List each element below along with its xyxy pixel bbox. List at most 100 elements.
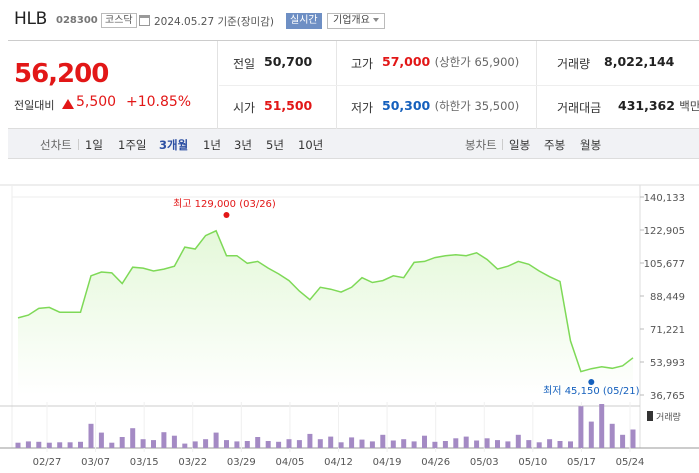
volume-label: 거래량 — [557, 57, 591, 71]
volume-bar — [557, 441, 563, 448]
x-tick-label: 03/22 — [178, 457, 207, 468]
x-tick-label: 05/03 — [470, 457, 499, 468]
chevron-down-icon — [372, 18, 379, 22]
lower-limit: (하한가 35,500) — [434, 99, 520, 113]
candle-chart-label: 봉차트 — [465, 138, 497, 152]
y-tick-label: 36,765 — [650, 391, 685, 402]
price-chart: 140,133 122,905 105,677 88,449 71,221 53,993 3… — [0, 184, 699, 468]
volume-bar — [255, 437, 261, 448]
x-tick-label: 04/19 — [373, 457, 402, 468]
tab-3m[interactable]: 3개월 — [159, 138, 189, 152]
volume-bar — [505, 441, 511, 448]
volume-bar — [484, 438, 490, 448]
volume-bar — [36, 441, 42, 448]
volume-bar — [380, 434, 386, 448]
tab-1y[interactable]: 1년 — [203, 138, 221, 152]
volume-bar — [317, 439, 323, 448]
high-value: 57,000 — [382, 54, 431, 69]
volume-bar — [411, 441, 417, 448]
volume-bar — [599, 404, 605, 448]
stock-name: HLB — [14, 9, 48, 29]
change-amount: 5,500 — [76, 94, 117, 110]
volume-bar — [307, 433, 313, 448]
divider — [219, 85, 699, 86]
market-badge: 코스닥 — [101, 13, 137, 28]
y-tick-label: 122,905 — [644, 226, 685, 237]
volume-bar — [495, 440, 500, 448]
volume-bar — [109, 442, 115, 448]
volume-bar — [588, 421, 594, 448]
volume-bar — [130, 428, 136, 448]
volume-bar — [359, 439, 365, 448]
realtime-button[interactable]: 실시간 — [286, 13, 322, 29]
volume-bar — [338, 442, 344, 448]
quote-date: 2024.05.27 기준(장미감) — [154, 16, 274, 28]
volume-bar — [98, 432, 104, 448]
tab-10y[interactable]: 10년 — [298, 138, 324, 152]
volume-bar — [46, 442, 52, 448]
volume-bar — [349, 437, 355, 448]
tab-weekly[interactable]: 주봉 — [544, 138, 566, 152]
company-info-label: 기업개요 — [333, 15, 370, 26]
volume-bar — [192, 441, 198, 448]
tab-monthly[interactable]: 월봉 — [580, 138, 602, 152]
x-tick-label: 03/07 — [81, 457, 110, 468]
volume-bar — [463, 436, 469, 448]
open-label: 시가 — [233, 101, 256, 115]
volume-bar — [140, 439, 146, 448]
volume-bar — [369, 441, 375, 448]
volume-bar — [78, 441, 83, 448]
current-price-panel: 56,200 전일대비 5,500 +10.85% — [8, 41, 218, 129]
volume-bar — [182, 443, 188, 448]
low-cell: 저가 50,300 (하한가 35,500) — [337, 85, 536, 129]
y-tick-label: 140,133 — [644, 193, 685, 204]
stock-header: HLB 028300 코스닥 2024.05.27 기준(장미감) 실시간 기업… — [0, 0, 699, 40]
y-tick-label: 88,449 — [650, 292, 685, 303]
min-point — [588, 379, 595, 385]
open-value: 51,500 — [264, 98, 313, 113]
price-area — [18, 230, 633, 395]
volume-bar — [547, 439, 553, 448]
y-tick-label: 105,677 — [644, 259, 685, 270]
low-value: 50,300 — [382, 98, 431, 113]
high-label: 고가 — [351, 57, 374, 71]
tab-daily[interactable]: 일봉 — [509, 138, 531, 152]
line-chart-label: 선차트 — [40, 138, 72, 152]
volume-bar — [536, 442, 542, 448]
change-percent: +10.85% — [126, 94, 192, 110]
x-tick-label: 04/12 — [324, 457, 353, 468]
amount-cell: 거래대금 431,362 백만 — [537, 85, 699, 129]
x-tick-label: 04/26 — [421, 457, 450, 468]
tab-1w[interactable]: 1주일 — [118, 138, 147, 152]
volume-bar — [422, 435, 427, 448]
x-tick-label: 03/15 — [130, 457, 159, 468]
upper-limit: (상한가 65,900) — [434, 55, 520, 69]
tab-5y[interactable]: 5년 — [266, 138, 284, 152]
volume-bar — [296, 440, 302, 448]
min-label: 최저 45,150 (05/21) — [543, 385, 639, 397]
volume-bar — [151, 440, 156, 448]
prev-close-label: 전일 — [233, 57, 256, 71]
company-info-dropdown[interactable]: 기업개요 — [327, 13, 385, 29]
volume-bar — [213, 432, 219, 448]
up-triangle-icon — [62, 99, 74, 109]
calendar-icon — [139, 15, 150, 26]
volume-bar — [390, 440, 396, 448]
max-point — [223, 212, 230, 218]
volume-cell: 거래량 8,022,144 — [537, 41, 699, 85]
volume-bar — [67, 442, 73, 448]
tab-1d[interactable]: 1일 — [85, 138, 103, 152]
open-cell: 시가 51,500 — [219, 85, 336, 129]
y-tick-label: 71,221 — [650, 325, 685, 336]
x-tick-label: 05/10 — [518, 457, 547, 468]
amount-unit: 백만 — [679, 99, 699, 113]
x-tick-label: 05/24 — [616, 457, 645, 468]
stock-code: 028300 — [56, 15, 98, 26]
x-tick-label: 02/27 — [33, 457, 62, 468]
divider — [78, 139, 79, 150]
volume-bar — [234, 441, 240, 448]
divider — [502, 139, 503, 150]
tab-3y[interactable]: 3년 — [234, 138, 252, 152]
volume-bar — [432, 441, 438, 448]
volume-bar — [88, 423, 94, 448]
